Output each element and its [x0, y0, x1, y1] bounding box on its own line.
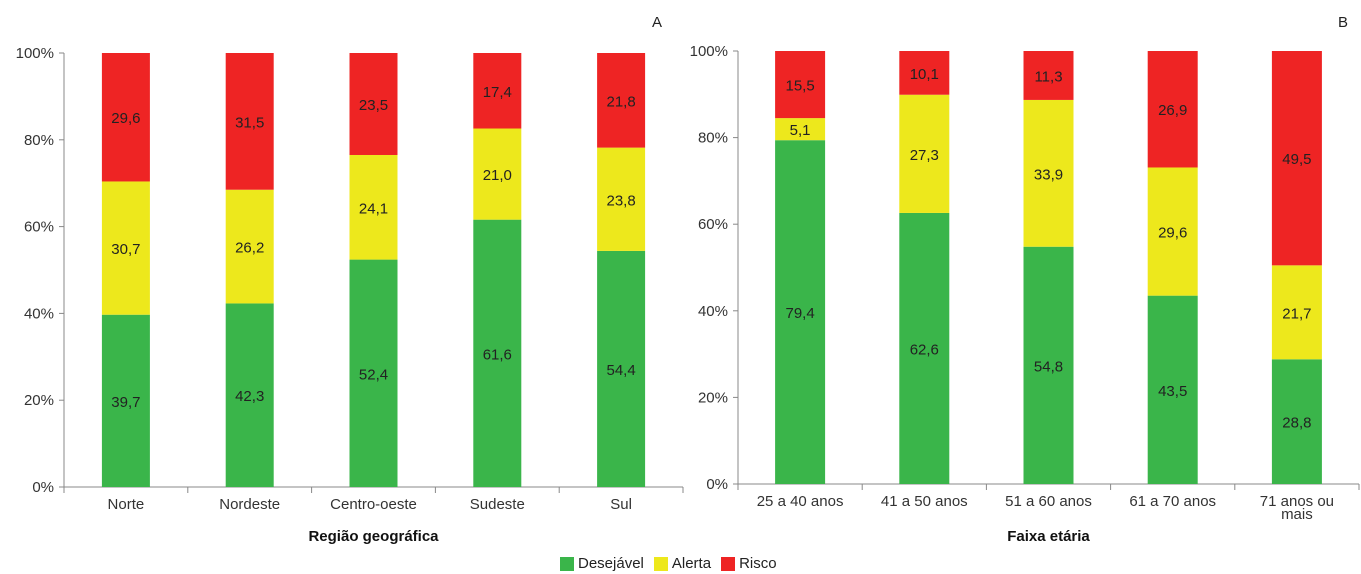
panel-b-bar-desejvel: [899, 212, 950, 484]
panel-a-x-tick-label: Nordeste: [219, 496, 280, 513]
panel-b-x-tick-label: 41 a 50 anos: [881, 493, 968, 510]
panel-b-x-tick-label: 25 a 40 anos: [757, 493, 844, 510]
panel-a-x-axis-title: Região geográfica: [308, 528, 439, 545]
panel-a-data-label: 23,8: [606, 192, 635, 209]
panel-a-data-label: 23,5: [359, 97, 388, 114]
panel-b-bar-alerta: [1271, 265, 1322, 360]
panel-b-y-tick-label: 80%: [698, 130, 728, 147]
panel-a-x-tick-label: Sudeste: [470, 496, 525, 513]
panel-b-x-tick-label: 51 a 60 anos: [1005, 493, 1092, 510]
panel-b-bar-risco: [1147, 51, 1198, 168]
panel-a-y-tick-label: 40%: [24, 305, 54, 322]
panel-b-bar-alerta: [775, 118, 826, 141]
panel-b-x-tick-label: 71 anos ou: [1260, 493, 1334, 510]
panel-a-data-label: 21,8: [606, 93, 635, 110]
panel-a-label: A: [652, 14, 662, 31]
panel-b-bar-desejvel: [1271, 359, 1322, 484]
panel-b-data-label: 28,8: [1282, 415, 1311, 432]
panel-b-bar-risco: [775, 51, 826, 119]
panel-b-bar-alerta: [899, 94, 950, 213]
panel-b-bar-desejvel: [1023, 246, 1074, 484]
panel-b-bar-risco: [1271, 51, 1322, 266]
panel-b-bar-alerta: [1147, 167, 1198, 296]
panel-b-data-label: 5,1: [790, 122, 811, 139]
legend-swatch-risco: [721, 556, 736, 571]
panel-a-data-label: 29,6: [111, 110, 140, 127]
panel-b-data-label: 29,6: [1158, 225, 1187, 242]
legend-swatch-alerta: [653, 556, 668, 571]
panel-a-data-label: 21,0: [483, 167, 512, 184]
panel-b-y-tick-label: 100%: [690, 43, 728, 60]
panel-b-data-label: 79,4: [785, 305, 814, 322]
panel-b-data-label: 15,5: [785, 78, 814, 95]
legend: Desejável Alerta Risco: [560, 555, 781, 572]
panel-b-x-tick-label: mais: [1281, 506, 1313, 523]
panel-a-y-tick-label: 20%: [24, 392, 54, 409]
legend-label-risco: Risco: [739, 555, 777, 572]
panel-b-x-tick-label: 61 a 70 anos: [1129, 493, 1216, 510]
panel-a-data-label: 54,4: [606, 362, 635, 379]
panel-a-bar-desejvel: [101, 314, 150, 487]
panel-a-data-label: 26,2: [235, 240, 264, 257]
panel-b-data-label: 26,9: [1158, 102, 1187, 119]
panel-b-data-label: 21,7: [1282, 305, 1311, 322]
legend-item-alerta: Alerta: [653, 555, 712, 572]
panel-b-bar-desejvel: [775, 140, 826, 484]
panel-a-y-tick-label: 0%: [32, 479, 54, 496]
panel-a-y-tick-label: 100%: [16, 45, 54, 62]
panel-a-x-tick-label: Sul: [610, 496, 632, 513]
panel-a-data-label: 42,3: [235, 388, 264, 405]
panel-a-bar-risco: [101, 53, 150, 182]
panel-a-bar-alerta: [225, 189, 274, 304]
panel-b-y-tick-label: 0%: [706, 476, 728, 493]
panel-a-bar-desejvel: [349, 259, 398, 487]
panel-b-x-axis-title: Faixa etária: [1007, 528, 1090, 545]
panel-a-bar-risco: [597, 53, 646, 148]
legend-label-desejavel: Desejável: [578, 555, 644, 572]
panel-a-bar-desejvel: [225, 303, 274, 487]
panel-b-label: B: [1338, 14, 1348, 31]
panel-a-data-label: 52,4: [359, 366, 388, 383]
panel-a-x-tick-label: Norte: [108, 496, 145, 513]
panel-a-bar-desejvel: [597, 250, 646, 487]
legend-swatch-desejavel: [560, 556, 574, 571]
panel-a-x-tick-label: Centro-oeste: [330, 496, 417, 513]
panel-b-data-label: 27,3: [910, 147, 939, 164]
panel-a-data-label: 31,5: [235, 114, 264, 131]
panel-a-data-label: 39,7: [111, 394, 140, 411]
panel-a-bar-risco: [349, 53, 398, 155]
panel-b-bar-desejvel: [1147, 295, 1198, 484]
panel-a-bar-risco: [225, 53, 274, 190]
panel-a-data-label: 24,1: [359, 200, 388, 217]
panel-a-y-tick-label: 60%: [24, 219, 54, 236]
panel-b-data-label: 43,5: [1158, 383, 1187, 400]
panel-a-bar-alerta: [473, 128, 522, 220]
panel-a-bar-alerta: [349, 154, 398, 260]
panel-a-bar-alerta: [101, 181, 150, 315]
panel-a-bar-desejvel: [473, 219, 522, 487]
panel-b-data-label: 49,5: [1282, 151, 1311, 168]
panel-b-y-tick-label: 60%: [698, 216, 728, 233]
panel-b-data-label: 11,3: [1034, 68, 1062, 85]
panel-a-data-label: 30,7: [111, 241, 140, 258]
panel-a-data-label: 17,4: [483, 84, 512, 101]
panel-b-data-label: 33,9: [1034, 166, 1063, 183]
panel-a-data-label: 61,6: [483, 346, 512, 363]
panel-a-bar-alerta: [597, 147, 646, 251]
panel-a-y-tick-label: 80%: [24, 132, 54, 149]
panel-b-data-label: 62,6: [910, 341, 939, 358]
panel-b-bar-risco: [1023, 51, 1074, 100]
panel-a-bar-risco: [473, 53, 522, 129]
legend-item-desejavel: Desejável: [560, 555, 644, 572]
panel-b-data-label: 54,8: [1034, 358, 1063, 375]
panel-b-bar-alerta: [1023, 99, 1074, 247]
panel-b-bar-risco: [899, 51, 950, 95]
panel-b-y-tick-label: 20%: [698, 389, 728, 406]
panel-b-data-label: 10,1: [910, 66, 939, 83]
legend-item-risco: Risco: [721, 555, 777, 572]
panel-b-y-tick-label: 40%: [698, 303, 728, 320]
legend-label-alerta: Alerta: [671, 555, 712, 572]
